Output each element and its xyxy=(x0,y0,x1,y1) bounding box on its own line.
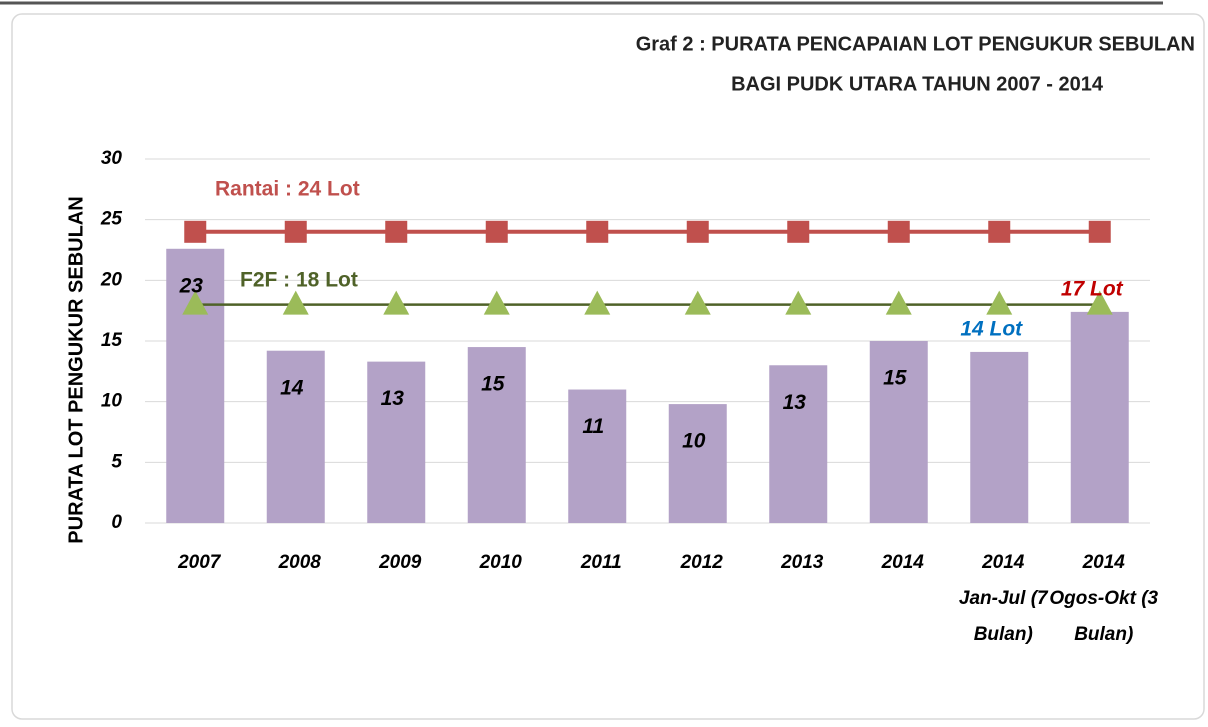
chart-subtitle: BAGI PUDK UTARA TAHUN 2007 - 2014 xyxy=(731,73,1104,95)
y-tick-label: 20 xyxy=(100,269,123,290)
line-marker xyxy=(988,220,1011,243)
x-tick-label: 2012 xyxy=(680,552,724,573)
chart-frame xyxy=(11,13,1205,720)
x-tick-label: 2007 xyxy=(177,552,222,573)
line-marker xyxy=(684,290,711,315)
line-marker xyxy=(586,220,609,243)
bar xyxy=(769,365,828,523)
y-tick-label: 0 xyxy=(111,512,122,533)
value-label: 13 xyxy=(783,391,807,414)
bar xyxy=(467,347,526,523)
value-label: 14 Lot xyxy=(960,317,1023,340)
value-label: 14 xyxy=(280,376,304,399)
line-marker xyxy=(383,290,410,315)
bar xyxy=(266,350,325,523)
value-label: 15 xyxy=(883,367,907,390)
line-marker xyxy=(1086,290,1113,315)
x-tick-label: 2014 xyxy=(881,552,925,573)
value-label: 15 xyxy=(481,373,505,396)
y-axis-label: PURATA LOT PENGUKUR SEBULAN xyxy=(65,196,87,543)
bar xyxy=(568,389,627,523)
y-tick-label: 30 xyxy=(101,148,123,169)
line-marker xyxy=(785,290,812,315)
y-tick-label: 15 xyxy=(101,330,123,351)
bar xyxy=(668,404,727,523)
x-tick-label: 2010 xyxy=(479,552,523,573)
line-marker xyxy=(1088,220,1111,243)
line-marker xyxy=(686,220,709,243)
y-tick-label: 5 xyxy=(111,451,122,472)
line-annotation: F2F : 18 Lot xyxy=(240,269,358,292)
y-tick-label: 10 xyxy=(101,391,123,412)
bar xyxy=(970,351,1029,523)
bar xyxy=(1070,311,1129,523)
y-tick-label: 25 xyxy=(100,209,123,230)
bar xyxy=(869,341,928,523)
x-tick-label: 2008 xyxy=(278,552,322,573)
x-tick-label: 2014 Ogos-Okt (3 Bulan) xyxy=(1049,552,1158,645)
line-marker xyxy=(282,290,309,315)
x-tick-label: 2014 Jan-Jul (7 Bulan) xyxy=(959,552,1049,645)
line-marker xyxy=(485,220,508,243)
value-label: 23 xyxy=(179,274,204,297)
x-tick-label: 2009 xyxy=(378,552,422,573)
line-marker xyxy=(885,290,912,315)
line-marker xyxy=(483,290,510,315)
line-marker xyxy=(584,290,611,315)
line-marker xyxy=(284,220,307,243)
value-label: 10 xyxy=(682,430,706,453)
line-marker xyxy=(887,220,910,243)
x-tick-label: 2011 xyxy=(580,552,622,573)
line-marker xyxy=(986,290,1013,315)
value-label: 17 Lot xyxy=(1061,277,1124,300)
line-marker xyxy=(787,220,810,243)
bar xyxy=(367,361,426,523)
value-label: 13 xyxy=(381,387,405,410)
line-marker xyxy=(385,220,408,243)
line-annotation: Rantai : 24 Lot xyxy=(215,178,360,201)
line-marker xyxy=(182,290,209,315)
x-tick-label: 2013 xyxy=(780,552,824,573)
value-label: 11 xyxy=(582,415,604,438)
chart-title: Graf 2 : PURATA PENCAPAIAN LOT PENGUKUR … xyxy=(636,33,1195,55)
line-marker xyxy=(184,220,207,243)
